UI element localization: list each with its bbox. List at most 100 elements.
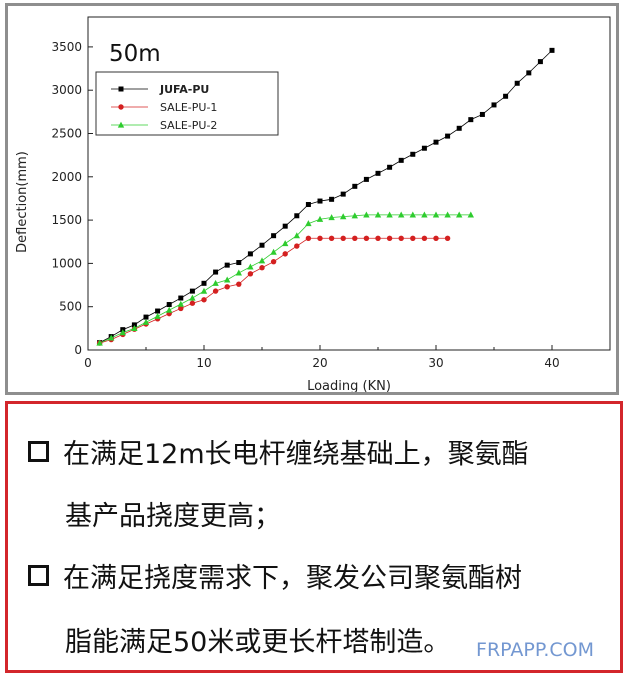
data-point bbox=[293, 232, 300, 239]
data-point bbox=[305, 220, 312, 227]
data-point bbox=[178, 295, 184, 301]
data-point bbox=[317, 198, 323, 204]
data-point bbox=[375, 170, 381, 176]
bullet-text-2-continued: 脂能满足50米或更长杆塔制造。 bbox=[65, 627, 451, 658]
data-point bbox=[421, 235, 428, 241]
data-point bbox=[468, 117, 474, 123]
data-point bbox=[178, 305, 184, 312]
x-tick-label: 10 bbox=[196, 356, 211, 370]
data-point bbox=[387, 164, 393, 170]
data-point bbox=[432, 211, 440, 218]
data-point bbox=[328, 235, 335, 241]
data-point bbox=[247, 263, 254, 270]
series-line bbox=[99, 214, 471, 344]
data-point bbox=[259, 242, 265, 248]
data-point bbox=[456, 211, 463, 218]
data-point bbox=[108, 334, 115, 341]
data-point bbox=[421, 145, 427, 151]
legend-label: JUFA-PU bbox=[159, 83, 209, 96]
data-point bbox=[351, 212, 358, 219]
data-point bbox=[154, 312, 161, 319]
data-point bbox=[142, 318, 150, 325]
data-point bbox=[305, 202, 311, 208]
data-point bbox=[409, 211, 416, 218]
plot-frame bbox=[87, 16, 611, 351]
data-point bbox=[537, 59, 543, 65]
data-point bbox=[398, 211, 405, 218]
data-point bbox=[235, 269, 242, 276]
data-point bbox=[444, 211, 451, 218]
data-point bbox=[514, 80, 520, 86]
data-point bbox=[549, 47, 555, 53]
data-point bbox=[236, 260, 242, 266]
x-axis: 0 10 20 30 40 bbox=[84, 345, 611, 370]
data-point bbox=[270, 248, 277, 255]
data-point bbox=[386, 235, 393, 241]
data-point bbox=[259, 265, 265, 271]
data-point bbox=[212, 279, 219, 286]
data-point bbox=[189, 300, 196, 306]
data-point bbox=[375, 235, 381, 241]
series-line bbox=[99, 50, 553, 343]
y-tick-label: 2000 bbox=[51, 170, 82, 184]
data-point bbox=[189, 288, 195, 294]
y-tick-label: 0 bbox=[74, 343, 82, 357]
data-point bbox=[224, 276, 231, 283]
watermark: FRPAPP.COM bbox=[476, 639, 594, 661]
data-point bbox=[294, 213, 300, 219]
data-point bbox=[213, 269, 219, 275]
data-point bbox=[200, 287, 208, 294]
legend-marker bbox=[118, 104, 124, 110]
data-point bbox=[270, 258, 277, 265]
data-point bbox=[503, 93, 509, 99]
data-point bbox=[177, 300, 184, 307]
series-sale-pu-2 bbox=[96, 211, 474, 346]
data-point bbox=[374, 211, 382, 218]
legend-label: SALE-PU-1 bbox=[160, 101, 217, 114]
checkbox-square-icon bbox=[28, 565, 49, 586]
x-tick-label: 30 bbox=[428, 356, 443, 370]
data-point bbox=[363, 235, 370, 241]
chart-title: 50m bbox=[109, 41, 161, 67]
data-point bbox=[282, 251, 288, 257]
data-point bbox=[467, 211, 474, 218]
y-tick-label: 3000 bbox=[51, 83, 82, 97]
data-point bbox=[96, 339, 103, 346]
data-point bbox=[294, 243, 300, 249]
data-point bbox=[317, 235, 323, 241]
data-point bbox=[433, 139, 439, 145]
legend-item: SALE-PU-2 bbox=[111, 119, 217, 132]
data-point bbox=[328, 214, 335, 221]
bullet-point-1: 在满足12m长电杆缠绕基础上，聚氨酯 bbox=[28, 438, 529, 472]
y-axis: 0 500 1000 1500 2000 2500 3000 3500 bbox=[51, 40, 93, 357]
data-point bbox=[352, 183, 358, 189]
data-point bbox=[398, 235, 404, 241]
data-point bbox=[445, 133, 451, 139]
data-point bbox=[201, 280, 207, 286]
data-point bbox=[352, 235, 358, 241]
y-axis-title: Deflection(mm) bbox=[15, 151, 30, 253]
data-point bbox=[526, 70, 532, 76]
data-point bbox=[479, 111, 485, 117]
series-layer bbox=[96, 47, 555, 346]
legend-marker bbox=[118, 86, 124, 92]
checkbox-square-icon bbox=[28, 441, 49, 462]
data-point bbox=[491, 102, 497, 108]
chart-panel: 0 500 1000 1500 2000 2500 3000 3500 0 10 20 30 40 5… bbox=[5, 3, 619, 395]
legend-label: SALE-PU-2 bbox=[160, 119, 217, 132]
data-point bbox=[282, 223, 288, 229]
data-point bbox=[456, 125, 462, 131]
data-point bbox=[143, 314, 149, 320]
data-point bbox=[398, 157, 404, 163]
data-point bbox=[224, 262, 230, 268]
data-point bbox=[236, 281, 242, 287]
x-axis-title: Loading (KN) bbox=[307, 379, 391, 392]
data-point bbox=[410, 235, 416, 241]
data-point bbox=[119, 329, 126, 336]
legend-marker bbox=[117, 121, 125, 128]
data-point bbox=[247, 251, 253, 257]
data-point bbox=[201, 297, 207, 303]
data-point bbox=[340, 235, 346, 241]
bullet-point-2: 在满足挠度需求下，聚发公司聚氨酯树 bbox=[28, 562, 522, 596]
data-point bbox=[444, 235, 451, 241]
